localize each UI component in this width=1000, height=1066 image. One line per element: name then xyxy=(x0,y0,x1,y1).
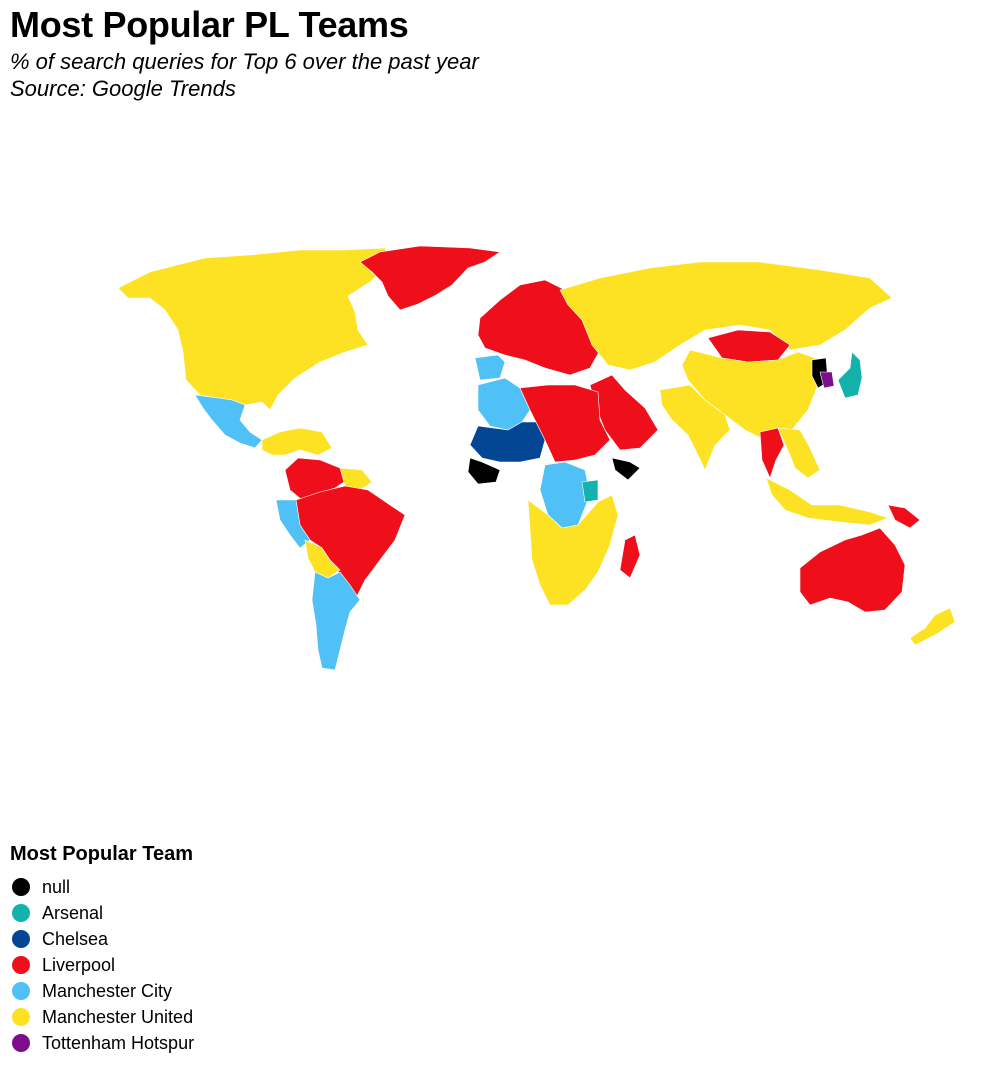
region-india xyxy=(659,384,731,471)
region-peru xyxy=(275,499,311,549)
map-subtitle: % of search queries for Top 6 over the p… xyxy=(10,48,479,102)
region-new-zealand xyxy=(909,607,956,646)
region-south-korea xyxy=(819,371,835,389)
legend: Most Popular Team null Arsenal Chelsea Live… xyxy=(10,843,194,1056)
region-papua-new-guinea xyxy=(887,504,921,529)
region-north-africa xyxy=(519,384,611,463)
legend-item: Tottenham Hotspur xyxy=(10,1030,194,1056)
region-southern-africa xyxy=(527,494,619,606)
region-bolivia xyxy=(304,539,341,579)
region-somalia xyxy=(611,457,641,481)
legend-item: Manchester United xyxy=(10,1004,194,1030)
legend-swatch xyxy=(12,1008,30,1026)
subtitle-line: % of search queries for Top 6 over the p… xyxy=(10,49,479,74)
region-guianas xyxy=(339,467,373,491)
legend-item: Liverpool xyxy=(10,952,194,978)
world-map xyxy=(117,245,956,671)
subtitle-line: Source: Google Trends xyxy=(10,76,236,101)
legend-label: Chelsea xyxy=(42,928,109,949)
legend-swatch xyxy=(12,956,30,974)
region-argentina-and-chile xyxy=(311,571,361,671)
legend-swatch xyxy=(12,904,30,922)
legend-swatch xyxy=(12,1034,30,1052)
region-west-africa-coast xyxy=(467,457,501,485)
region-north-america xyxy=(117,247,391,411)
region-brazil xyxy=(295,485,406,601)
region-southeast-asia xyxy=(765,427,889,526)
region-russia-and-central-asia xyxy=(559,261,893,371)
legend-item: null xyxy=(10,874,194,900)
legend-label: Manchester United xyxy=(42,1006,194,1027)
legend-swatch xyxy=(12,982,30,1000)
legend-items: null Arsenal Chelsea Liverpool Manchester Ci… xyxy=(10,874,194,1056)
legend-item: Chelsea xyxy=(10,926,194,952)
region-japan xyxy=(837,351,863,399)
legend-title: Most Popular Team xyxy=(10,843,193,865)
region-australia xyxy=(799,527,906,613)
legend-item: Arsenal xyxy=(10,900,194,926)
region-china xyxy=(681,349,821,441)
region-colombia-and-venezuela xyxy=(284,457,351,501)
region-kenya xyxy=(581,479,599,503)
legend-label: Manchester City xyxy=(42,980,173,1001)
map-title: Most Popular PL Teams xyxy=(10,4,409,45)
region-thailand xyxy=(759,427,785,479)
legend-label: Liverpool xyxy=(42,954,116,975)
legend-item: Manchester City xyxy=(10,978,194,1004)
legend-swatch xyxy=(12,930,30,948)
map-regions xyxy=(117,245,956,671)
region-greenland xyxy=(359,245,501,311)
legend-swatch xyxy=(12,878,30,896)
legend-label: Tottenham Hotspur xyxy=(42,1032,195,1053)
region-mali-and-niger xyxy=(469,421,546,463)
legend-label: Arsenal xyxy=(42,902,104,923)
legend-label: null xyxy=(42,876,71,897)
region-central-america xyxy=(261,427,333,456)
region-madagascar xyxy=(619,534,641,579)
region-iberia xyxy=(474,354,506,381)
